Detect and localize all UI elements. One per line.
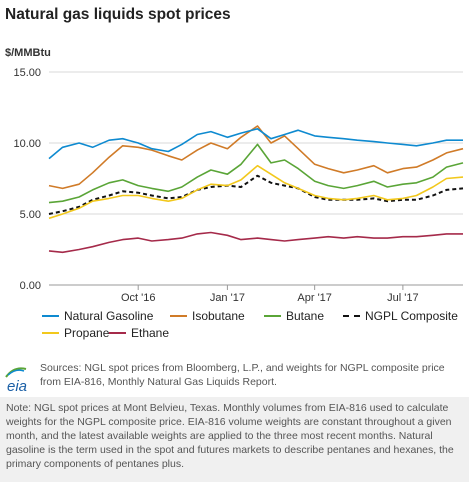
legend-label: Natural Gasoline xyxy=(64,309,154,323)
page-title: Natural gas liquids spot prices xyxy=(5,6,231,23)
legend-label: Propane xyxy=(64,326,110,340)
legend-item: NGPL Composite xyxy=(343,309,458,323)
legend-item: Natural Gasoline xyxy=(42,309,153,323)
series-line-ngpl-composite xyxy=(48,174,464,215)
series-line-ethane xyxy=(48,231,463,254)
series-line-butane xyxy=(48,143,464,204)
legend-label: Ethane xyxy=(131,326,170,340)
legend-item: Ethane xyxy=(109,326,169,340)
y-tick-label: 5.00 xyxy=(20,209,41,221)
y-tick-label: 0.00 xyxy=(20,280,41,292)
y-tick-label: 10.00 xyxy=(13,138,41,150)
series-line-propane xyxy=(48,164,464,220)
legend-swatch xyxy=(42,315,59,317)
note-section: Note: NGL spot prices at Mont Belvieu, T… xyxy=(0,397,469,482)
y-tick-label: 15.00 xyxy=(13,67,41,79)
x-tick-label: Jan '17 xyxy=(210,292,245,304)
eia-logo-icon: eia xyxy=(5,367,27,395)
series-line-natural-gasoline xyxy=(48,128,463,160)
legend-item: Isobutane xyxy=(170,309,245,323)
chart-series xyxy=(48,125,464,254)
legend-swatch xyxy=(170,315,187,317)
chart-grid xyxy=(49,71,463,286)
series-line-isobutane xyxy=(48,125,464,190)
legend-label: Butane xyxy=(286,309,325,323)
eia-logo-text: eia xyxy=(7,378,27,395)
x-tick-label: Apr '17 xyxy=(297,292,332,304)
chart-legend: Natural Gasoline Isobutane Butane NGPL Comp… xyxy=(42,309,458,343)
x-axis-ticks: Oct '16 Jan '17 Apr '17 Jul '17 xyxy=(121,285,419,304)
legend-swatch xyxy=(264,315,281,317)
y-axis-ticks: 0.00 5.00 10.00 15.00 xyxy=(13,67,41,292)
legend-label: Isobutane xyxy=(192,309,245,323)
legend-item: Butane xyxy=(264,309,324,323)
legend-label: NGPL Composite xyxy=(365,309,458,323)
legend-swatch xyxy=(109,332,126,334)
line-chart: 0.00 5.00 10.00 15.00 Oct '16 Jan '17 Apr '17… xyxy=(13,67,464,304)
x-tick-label: Oct '16 xyxy=(121,292,156,304)
legend-item: Propane xyxy=(42,326,109,340)
legend-swatch xyxy=(343,315,360,317)
y-axis-unit-label: $/MMBtu xyxy=(5,47,51,59)
source-section: eia Sources: NGL spot prices from Bloomb… xyxy=(0,357,469,397)
legend-swatch xyxy=(42,332,59,334)
source-text: Sources: NGL spot prices from Bloomberg,… xyxy=(40,362,445,388)
note-text: Note: NGL spot prices at Mont Belvieu, T… xyxy=(6,402,454,470)
x-tick-label: Jul '17 xyxy=(387,292,418,304)
